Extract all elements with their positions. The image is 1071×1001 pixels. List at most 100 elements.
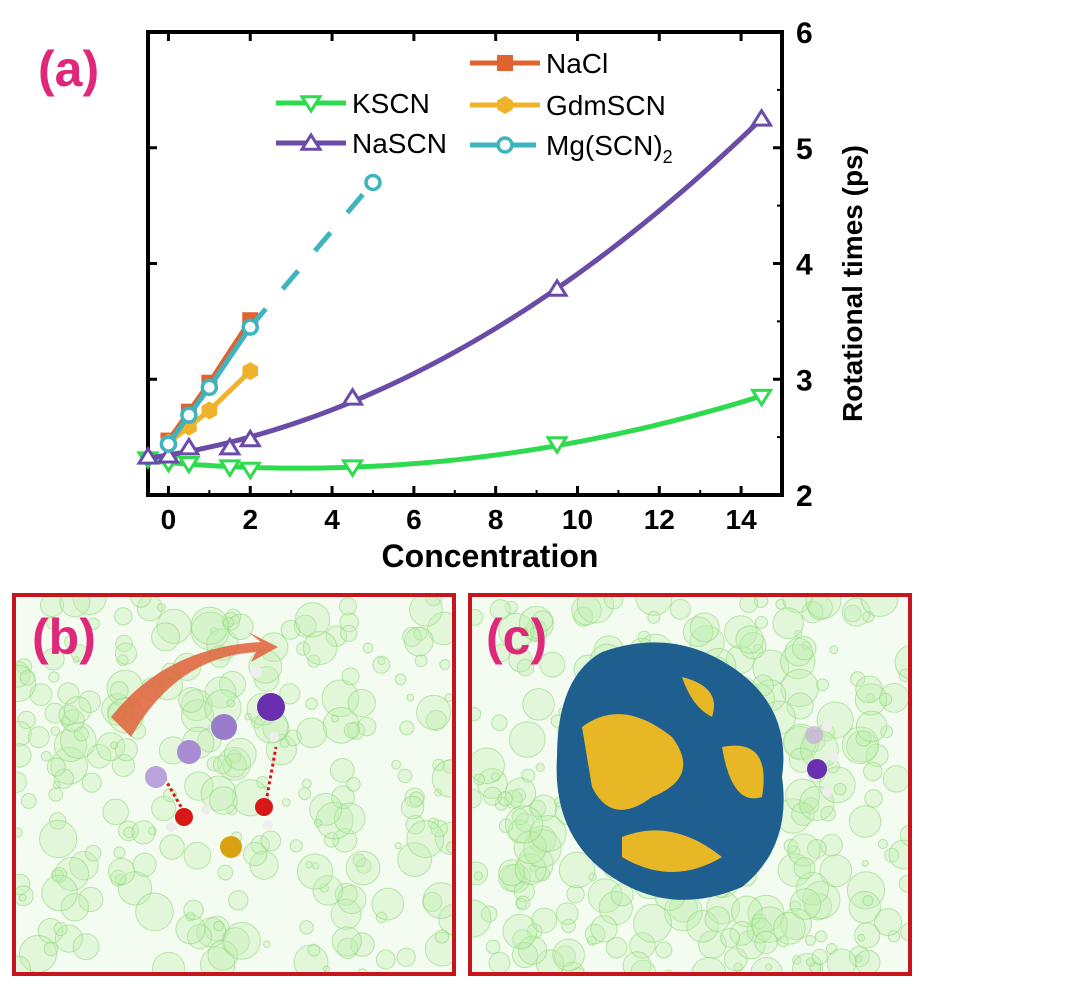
water-bubble [791, 635, 817, 661]
data-point [545, 436, 569, 456]
water-bubble [337, 884, 367, 915]
legend-label: Mg(SCN)2 [546, 130, 673, 167]
legend-marker [496, 136, 514, 154]
water-bubble [58, 704, 80, 726]
water-bubble [16, 955, 32, 972]
water-bubble [394, 842, 402, 850]
water-bubble [900, 922, 908, 942]
water-bubble [226, 699, 235, 708]
legend-item: GdmSCN [470, 90, 666, 121]
water-bubble [340, 624, 358, 642]
water-bubble [647, 610, 661, 624]
water-bubble [345, 850, 381, 886]
water-bubble [224, 737, 257, 771]
water-bubble [516, 658, 535, 677]
water-bubble [691, 957, 727, 972]
water-bubble [509, 721, 546, 758]
water-bubble [843, 604, 862, 623]
water-bubble [296, 853, 334, 890]
water-bubble [489, 599, 511, 621]
water-bubble [16, 743, 32, 768]
water-bubble [704, 906, 731, 932]
data-point [749, 107, 774, 127]
water-bubble [312, 875, 344, 906]
water-bubble [296, 717, 328, 749]
water-bubble [52, 781, 61, 789]
water-bubble [508, 648, 533, 673]
water-bubble [566, 884, 585, 904]
water-bubble [555, 902, 579, 925]
data-point [156, 444, 181, 464]
water-bubble [64, 635, 77, 649]
water-bubble [73, 726, 89, 742]
water-bubble [130, 597, 152, 608]
water-bubble [70, 644, 89, 662]
water-bubble [491, 643, 511, 663]
water-bubble [263, 940, 271, 948]
water-bubble [397, 768, 413, 784]
water-bubble [346, 721, 366, 740]
water-bubble [473, 871, 483, 881]
water-bubble [804, 934, 816, 946]
water-bubble [422, 882, 452, 919]
data-point [545, 278, 569, 297]
water-bubble [782, 597, 813, 614]
water-bubble [107, 857, 136, 886]
water-bubble [72, 933, 100, 961]
water-bubble [846, 871, 886, 910]
water-bubble [159, 834, 185, 860]
data-point [340, 459, 365, 479]
water-bubble [805, 597, 842, 619]
water-bubble [332, 827, 358, 853]
water-bubble [655, 941, 673, 959]
data-point [238, 461, 262, 481]
water-bubble [18, 893, 27, 902]
x-tick-label: 12 [644, 504, 675, 535]
data-point [364, 173, 382, 192]
water-bubble [820, 805, 836, 822]
water-bubble [375, 911, 388, 924]
water-bubble [521, 768, 536, 783]
water-bubble [590, 915, 618, 943]
water-bubble [249, 850, 279, 880]
water-bubble [399, 720, 415, 736]
legend-marker [299, 132, 323, 151]
rotation-arrow-icon [111, 632, 278, 737]
water-bubble [504, 777, 537, 809]
water-bubble [396, 947, 416, 967]
legend-label: NaSCN [352, 128, 447, 159]
water-bubble [42, 647, 65, 671]
water-bubble [854, 683, 888, 716]
legend-label: GdmSCN [546, 90, 666, 121]
water-bubble [135, 892, 174, 932]
water-bubble [424, 931, 452, 967]
water-bubble [425, 709, 447, 731]
data-point [340, 386, 365, 406]
series-line [166, 369, 252, 445]
y-tick-label: 5 [796, 133, 813, 166]
water-bubble [408, 791, 424, 807]
water-bubble [535, 762, 545, 773]
water-bubble [78, 886, 104, 913]
water-bubble [190, 606, 229, 645]
water-bubble [888, 839, 908, 870]
water-bubble [402, 626, 423, 647]
water-bubble [152, 951, 186, 972]
water-bubble [48, 812, 67, 830]
water-bubble [789, 888, 822, 920]
legend-subscript: 2 [663, 147, 673, 167]
water-bubble [371, 887, 405, 921]
water-bubble [84, 844, 102, 862]
water-bubble [186, 924, 213, 950]
water-bubble [862, 610, 875, 623]
water-bubble [81, 772, 102, 793]
fit-line [147, 393, 763, 471]
fit-line [147, 116, 764, 461]
water-bubble [330, 898, 362, 930]
water-bubble [17, 710, 36, 730]
series-kscn [136, 388, 774, 481]
series-line [166, 325, 253, 446]
data-point [241, 318, 260, 336]
water-bubble [816, 678, 830, 692]
water-bubble [473, 773, 486, 786]
